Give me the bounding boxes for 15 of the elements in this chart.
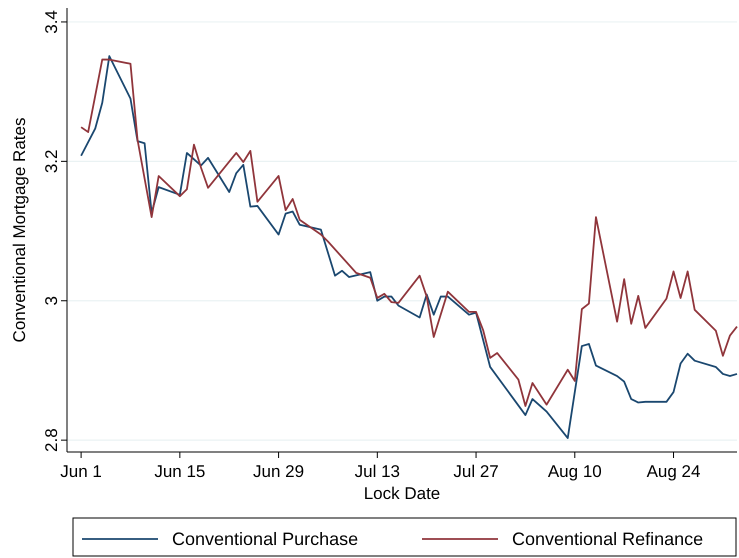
x-tick-label: Jul 27 bbox=[453, 462, 499, 481]
x-tick-label: Aug 24 bbox=[646, 462, 700, 481]
x-tick-label: Jun 15 bbox=[154, 462, 206, 481]
x-tick-label: Jul 13 bbox=[354, 462, 400, 481]
y-axis-title: Conventional Mortgage Rates bbox=[10, 118, 29, 342]
x-axis-title: Lock Date bbox=[364, 484, 440, 503]
legend-label: Conventional Refinance bbox=[512, 529, 704, 549]
x-tick-label: Jun 29 bbox=[253, 462, 304, 481]
y-tick-label: 3.4 bbox=[42, 10, 61, 34]
y-tick-label: 3 bbox=[42, 296, 61, 306]
y-tick-label: 2.8 bbox=[42, 428, 61, 452]
x-tick-label: Aug 10 bbox=[548, 462, 602, 481]
legend-label: Conventional Purchase bbox=[172, 529, 358, 549]
x-tick-label: Jun 1 bbox=[60, 462, 102, 481]
y-tick-label: 3.2 bbox=[42, 150, 61, 174]
